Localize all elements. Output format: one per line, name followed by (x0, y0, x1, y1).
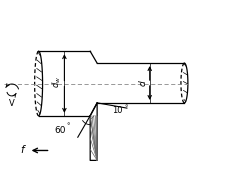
Text: °: ° (123, 105, 127, 111)
Text: 10: 10 (112, 106, 122, 115)
Text: °: ° (66, 124, 70, 130)
Text: 60: 60 (54, 126, 66, 135)
Text: $d_w$: $d_w$ (50, 75, 62, 88)
Text: f: f (20, 146, 23, 155)
Text: $d$: $d$ (137, 79, 148, 87)
Text: V: V (9, 99, 15, 108)
